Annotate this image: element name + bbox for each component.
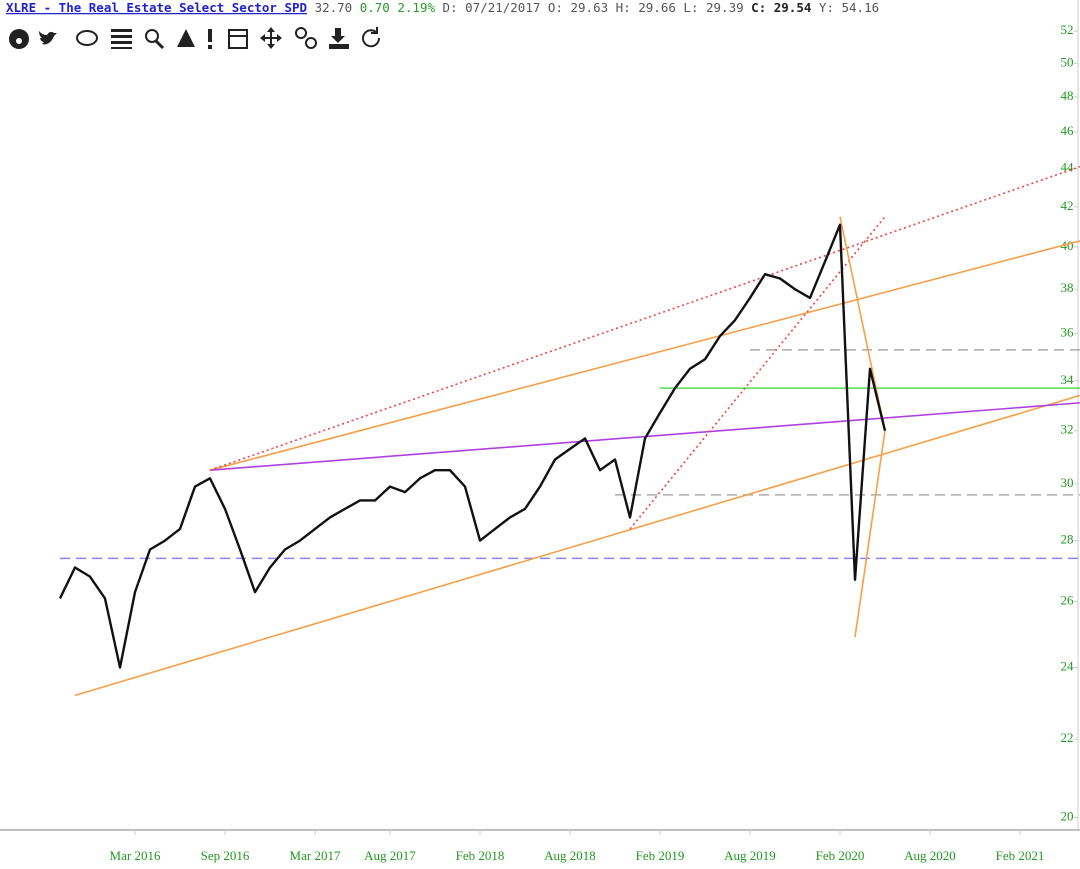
x-tick-label: Aug 2019 (724, 848, 776, 863)
date: D: 07/21/2017 (443, 0, 541, 15)
download-icon[interactable] (329, 28, 349, 49)
change-pct: 2.19% (397, 0, 435, 15)
twitter-icon[interactable] (39, 31, 57, 45)
y-tick-label: 24 (1061, 658, 1075, 673)
x-tick-label: Feb 2021 (996, 848, 1045, 863)
y-tick-label: 26 (1061, 593, 1075, 608)
y-tick-label: 40 (1061, 238, 1074, 253)
refresh-icon[interactable] (362, 27, 381, 48)
y-tick-label: 52 (1061, 22, 1074, 37)
list-icon[interactable] (111, 29, 132, 49)
toolbar (9, 27, 381, 50)
info-icon[interactable] (208, 29, 212, 49)
search-icon[interactable] (145, 29, 165, 50)
change: 0.70 (360, 0, 390, 15)
y-tick-label: 44 (1061, 160, 1075, 175)
last-price: 32.70 (315, 0, 353, 15)
y-tick-label: 34 (1061, 372, 1075, 387)
calendar-icon[interactable] (228, 29, 248, 49)
x-tick-label: Aug 2017 (364, 848, 416, 863)
high: H: 29.66 (616, 0, 676, 15)
pan-icon[interactable] (260, 27, 282, 49)
y-tick-label: 22 (1061, 730, 1074, 745)
x-tick-label: Feb 2019 (636, 848, 685, 863)
trendline (839, 216, 886, 638)
symbol-link[interactable]: XLRE - The Real Estate Select Sector SPD (6, 0, 307, 15)
y-tick-label: 38 (1061, 280, 1074, 295)
x-tick-label: Mar 2017 (290, 848, 341, 863)
y-tick-label: 30 (1061, 475, 1074, 490)
link-icon[interactable] (295, 27, 317, 49)
y-tick-label: 20 (1061, 809, 1074, 824)
trendline (74, 394, 1080, 697)
x-tick-label: Feb 2018 (456, 848, 505, 863)
low: L: 29.39 (683, 0, 743, 15)
y-tick-label: 42 (1061, 198, 1074, 213)
y-tick-label: 50 (1061, 54, 1074, 69)
comment-icon[interactable] (76, 30, 98, 46)
x-tick-label: Aug 2020 (904, 848, 956, 863)
x-tick-label: Aug 2018 (544, 848, 596, 863)
dashboard-icon[interactable] (9, 29, 29, 49)
y-tick-label: 46 (1061, 123, 1075, 138)
close: C: 29.54 (751, 0, 811, 15)
price-line (58, 223, 887, 669)
y-value: Y: 54.16 (819, 0, 879, 15)
x-tick-label: Sep 2016 (201, 848, 250, 863)
trendline (209, 165, 1080, 471)
x-tick-label: Mar 2016 (110, 848, 161, 863)
header-line: XLRE - The Real Estate Select Sector SPD… (6, 0, 879, 15)
y-tick-label: 28 (1061, 532, 1074, 547)
trendline (209, 240, 1080, 471)
y-tick-label: 48 (1061, 88, 1074, 103)
y-tick-label: 32 (1061, 422, 1074, 437)
x-tick-label: Feb 2020 (816, 848, 865, 863)
open: O: 29.63 (548, 0, 608, 15)
y-tick-label: 36 (1061, 325, 1075, 340)
alert-icon[interactable] (177, 29, 195, 47)
